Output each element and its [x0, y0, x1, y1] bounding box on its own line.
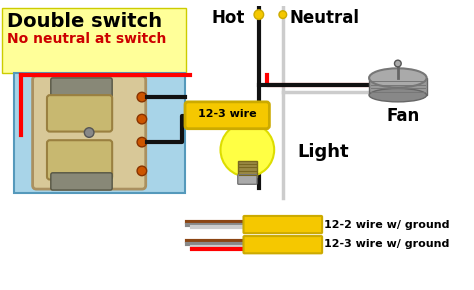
Circle shape — [84, 128, 94, 137]
Text: 12-2 wire w/ ground: 12-2 wire w/ ground — [324, 220, 449, 230]
Circle shape — [137, 92, 146, 102]
Bar — [369, 78, 427, 95]
Text: Hot: Hot — [211, 9, 245, 27]
Circle shape — [137, 137, 146, 147]
Circle shape — [220, 123, 274, 177]
FancyBboxPatch shape — [238, 175, 257, 184]
FancyBboxPatch shape — [244, 216, 322, 233]
Bar — [2, 8, 186, 73]
Bar — [238, 161, 257, 177]
Circle shape — [279, 11, 287, 19]
FancyBboxPatch shape — [47, 95, 112, 132]
Text: Double switch: Double switch — [7, 12, 162, 31]
FancyBboxPatch shape — [33, 76, 146, 189]
Text: Neutral: Neutral — [290, 9, 359, 27]
FancyBboxPatch shape — [51, 173, 112, 190]
Text: 12-3 wire w/ ground: 12-3 wire w/ ground — [324, 239, 449, 249]
FancyBboxPatch shape — [244, 236, 322, 253]
Circle shape — [254, 10, 264, 19]
Ellipse shape — [369, 88, 427, 102]
Circle shape — [394, 60, 401, 67]
Ellipse shape — [369, 68, 427, 88]
FancyBboxPatch shape — [185, 102, 269, 129]
Bar — [14, 73, 185, 193]
Circle shape — [137, 114, 146, 124]
Circle shape — [137, 166, 146, 176]
Text: No neutral at switch: No neutral at switch — [7, 32, 166, 46]
Text: Fan: Fan — [386, 107, 419, 125]
FancyBboxPatch shape — [51, 78, 112, 99]
Text: Light: Light — [297, 143, 349, 161]
FancyBboxPatch shape — [47, 140, 112, 180]
Text: 12-3 wire: 12-3 wire — [198, 109, 256, 119]
